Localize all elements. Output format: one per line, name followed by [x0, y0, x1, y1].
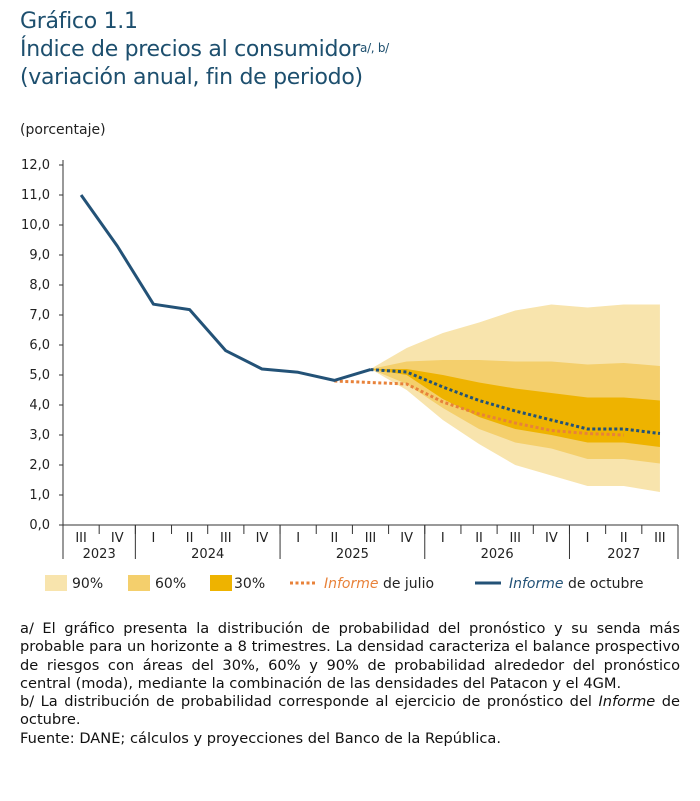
y-tick-label: 12,0 — [21, 158, 50, 173]
x-quarter-label: III — [509, 531, 521, 546]
x-year-label: 2023 — [83, 547, 116, 562]
y-tick-label: 1,0 — [29, 488, 50, 503]
x-quarter-label: II — [475, 531, 483, 546]
x-quarter-label: I — [586, 531, 590, 546]
legend-julio-em: Informe — [324, 576, 379, 592]
y-tick-label: 10,0 — [21, 218, 50, 233]
x-quarter-label: II — [186, 531, 194, 546]
x-year-label: 2024 — [191, 547, 224, 562]
x-quarter-label: III — [654, 531, 666, 546]
y-tick-label: 11,0 — [21, 188, 50, 203]
legend-label-90: 90% — [72, 576, 103, 592]
source-note: Fuente: DANE; cálculos y proyecciones de… — [20, 729, 501, 747]
legend: 90% 60% 30% Informe de julio Informe de … — [45, 575, 644, 592]
title-text: Índice de precios al consumidor — [20, 37, 361, 62]
y-tick-label: 3,0 — [29, 428, 50, 443]
legend-julio-rest: de julio — [379, 576, 435, 592]
chart-subtitle: (variación anual, fin de periodo) — [20, 65, 363, 90]
x-year-label: 2025 — [336, 547, 369, 562]
legend-oct-rest: de octubre — [564, 576, 644, 592]
series-line-octubre-dotted — [370, 368, 661, 435]
x-quarter-label: III — [75, 531, 87, 546]
footnote-b: b/ La distribución de probabilidad corre… — [20, 693, 680, 730]
x-quarter-label: III — [365, 531, 377, 546]
series-line-julio-dotted — [334, 379, 624, 437]
chart: 0,0 1,0 2,0 3,0 4,0 5,0 6,0 7,0 8,0 9,0 10,0 11,0 12… — [21, 158, 679, 592]
x-quarter-label: I — [152, 531, 156, 546]
footnotes: a/ El gráfico presenta la distribución d… — [20, 620, 680, 748]
legend-swatch-60 — [128, 575, 150, 591]
x-quarter-label: I — [441, 531, 445, 546]
footnote-b-end: de octubre. — [20, 693, 680, 729]
legend-label-30: 30% — [234, 576, 265, 592]
legend-swatch-90 — [45, 575, 67, 591]
x-quarter-label: IV — [256, 531, 269, 546]
legend-label-octubre: Informe de octubre — [509, 576, 644, 592]
y-tick-label: 4,0 — [29, 398, 50, 413]
legend-oct-em: Informe — [509, 576, 564, 592]
y-tick-label: 0,0 — [29, 518, 50, 533]
x-quarter-label: II — [620, 531, 628, 546]
chart-title: Índice de precios al consumidora/, b/ — [20, 36, 389, 64]
y-tick-label: 9,0 — [29, 248, 50, 263]
legend-label-60: 60% — [155, 576, 186, 592]
y-tick-label: 6,0 — [29, 338, 50, 353]
series-line-octubre-solid — [79, 194, 371, 382]
x-year-label: 2026 — [481, 547, 514, 562]
y-tick-label: 2,0 — [29, 458, 50, 473]
x-quarter-label: III — [220, 531, 232, 546]
title-notes: a/, b/ — [360, 41, 389, 55]
x-quarter-label: I — [296, 531, 300, 546]
x-year-label: 2027 — [607, 547, 640, 562]
x-quarter-label: IV — [545, 531, 558, 546]
legend-swatch-30 — [210, 575, 232, 591]
x-quarter-label: IV — [111, 531, 124, 546]
y-tick-label: 7,0 — [29, 308, 50, 323]
footnote-a: a/ El gráfico presenta la distribución d… — [20, 620, 680, 692]
footnote-b-em: Informe — [598, 693, 656, 711]
x-quarter-label: IV — [400, 531, 413, 546]
y-tick-label: 5,0 — [29, 368, 50, 383]
y-tick-label: 8,0 — [29, 278, 50, 293]
figure-label: Gráfico 1.1 — [20, 9, 138, 34]
legend-label-julio: Informe de julio — [324, 576, 434, 592]
x-quarter-label: II — [330, 531, 338, 546]
y-unit-label: (porcentaje) — [20, 122, 106, 138]
footnote-b-text: b/ La distribución de probabilidad corre… — [20, 693, 599, 711]
